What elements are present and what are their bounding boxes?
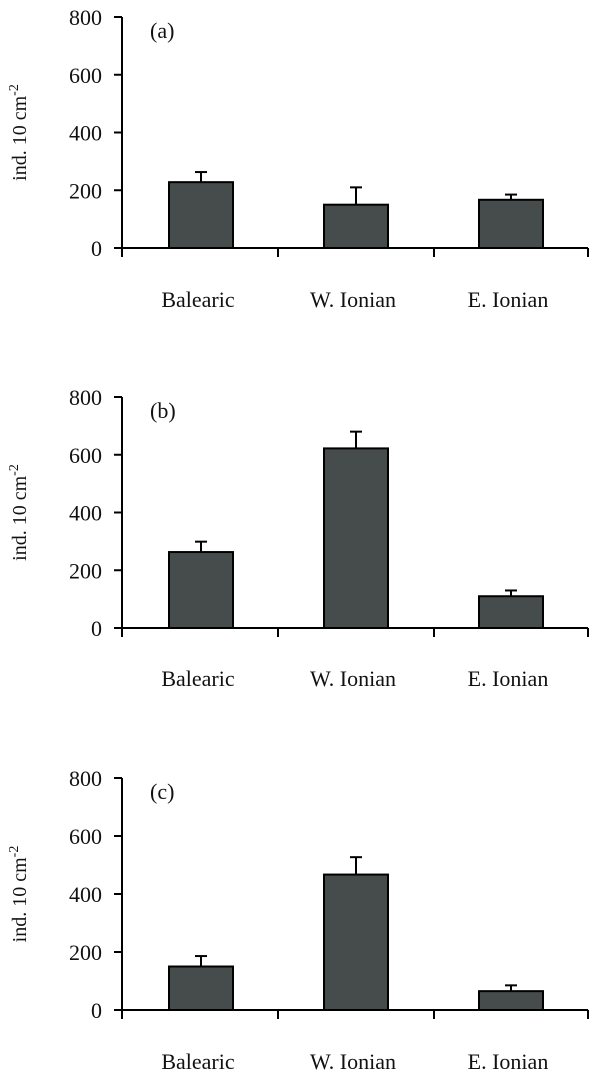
bar-balearic: [168, 965, 234, 1011]
y-axis-label: ind. 10 cm-2: [7, 464, 31, 561]
category-label: W. Ionian: [310, 666, 396, 691]
bar-w-ionian: [323, 873, 389, 1011]
y-tick-label: 800: [69, 385, 102, 410]
chart-panel-3: 0 200 400 600 800 Balearic W. Ionian E. Ionian (…: [7, 766, 589, 1074]
y-tick-label: 400: [69, 121, 102, 146]
category-label: W. Ionian: [310, 287, 396, 312]
bar-w-ionian: [323, 447, 389, 629]
y-tick-label: 0: [91, 616, 102, 641]
y-tick-label: 600: [69, 63, 102, 88]
y-tick-label: 400: [69, 882, 102, 907]
chart-panel-1: 0 200 400 600 800 Balearic W. Ionian E. Ionian (…: [7, 5, 589, 312]
y-tick-label: 200: [69, 558, 102, 583]
category-label: E. Ionian: [468, 666, 549, 691]
y-tick-label: 800: [69, 5, 102, 30]
bar-w-ionian: [323, 203, 389, 249]
category-label: Balearic: [161, 287, 235, 312]
y-tick-label: 400: [69, 501, 102, 526]
bar-e-ionian: [478, 990, 544, 1012]
bar-e-ionian: [478, 198, 544, 249]
chart-panel-2: 0 200 400 600 800 Balearic W. Ionian E. Ionian (…: [7, 385, 589, 691]
y-tick-label: 0: [91, 998, 102, 1023]
y-axis-label: ind. 10 cm-2: [7, 84, 31, 181]
bar-balearic: [168, 181, 234, 249]
panel-label: (a): [150, 18, 174, 43]
y-axis-label: ind. 10 cm-2: [7, 846, 31, 943]
y-tick-label: 200: [69, 940, 102, 965]
y-tick-label: 600: [69, 824, 102, 849]
category-label: E. Ionian: [468, 287, 549, 312]
category-label: W. Ionian: [310, 1049, 396, 1074]
panel-label: (b): [150, 398, 176, 423]
y-tick-label: 200: [69, 178, 102, 203]
y-tick-label: 600: [69, 443, 102, 468]
y-tick-label: 800: [69, 766, 102, 791]
category-label: Balearic: [161, 666, 235, 691]
bar-balearic: [168, 551, 234, 630]
bar-e-ionian: [478, 595, 544, 629]
category-label: E. Ionian: [468, 1049, 549, 1074]
y-tick-label: 0: [91, 236, 102, 261]
panel-label: (c): [150, 779, 174, 804]
category-label: Balearic: [161, 1049, 235, 1074]
